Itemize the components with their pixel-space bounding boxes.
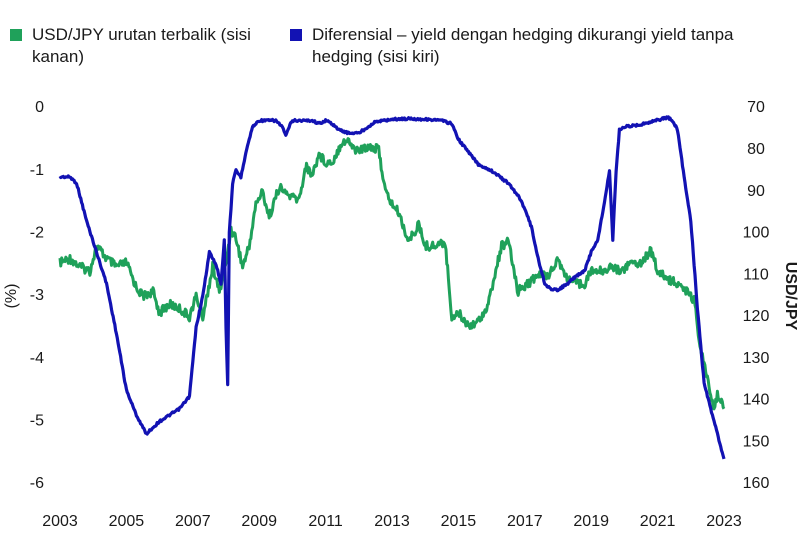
x-tick-label: 2005 <box>109 513 145 530</box>
legend-label-usdjpy: USD/JPY urutan terbalik (sisi kanan) <box>32 25 251 66</box>
right-tick-label: 70 <box>747 99 765 116</box>
left-tick-label: -6 <box>30 475 44 492</box>
x-tick-label: 2009 <box>241 513 277 530</box>
left-tick-label: -5 <box>30 413 44 430</box>
left-tick-label: 0 <box>35 99 44 116</box>
right-axis-ticks: 70 80 90 100 110 120 130 140 150 160 <box>743 99 770 492</box>
right-tick-label: 130 <box>743 350 770 367</box>
x-tick-label: 2011 <box>308 513 343 530</box>
left-tick-label: -4 <box>30 350 44 367</box>
right-tick-label: 120 <box>743 308 770 325</box>
right-tick-label: 160 <box>743 475 770 492</box>
right-tick-label: 110 <box>743 266 769 283</box>
legend-swatch-differential <box>290 29 302 41</box>
left-tick-label: -1 <box>30 162 44 179</box>
left-tick-label: -3 <box>30 287 44 304</box>
right-axis-label: USD/JPY <box>782 262 799 331</box>
legend-item-differential: Diferensial – yield dengan hedging dikur… <box>290 24 750 68</box>
x-tick-label: 2019 <box>573 513 609 530</box>
x-tick-label: 2007 <box>175 513 211 530</box>
series-line-differential <box>58 115 726 460</box>
x-tick-label: 2021 <box>640 513 676 530</box>
series-lines <box>58 115 726 460</box>
x-tick-label: 2003 <box>42 513 78 530</box>
left-axis-ticks: 0 -1 -2 -3 -4 -5 -6 <box>30 99 44 492</box>
right-tick-label: 80 <box>747 141 765 158</box>
right-tick-label: 140 <box>743 392 770 409</box>
series-line-usdjpy <box>58 137 726 411</box>
left-tick-label: -2 <box>30 225 44 242</box>
right-tick-label: 100 <box>743 225 770 242</box>
x-tick-label: 2015 <box>441 513 477 530</box>
x-axis-ticks: 2003 2005 2007 2009 2011 2013 2015 2017 2019 2021… <box>42 513 742 530</box>
x-tick-label: 2017 <box>507 513 543 530</box>
legend-swatch-usdjpy <box>10 29 22 41</box>
right-tick-label: 150 <box>743 433 770 450</box>
legend-label-differential: Diferensial – yield dengan hedging dikur… <box>312 25 734 66</box>
right-tick-label: 90 <box>747 183 765 200</box>
x-tick-label: 2023 <box>706 513 742 530</box>
x-tick-label: 2013 <box>374 513 410 530</box>
left-axis-label: (%) <box>3 284 20 309</box>
legend-item-usdjpy: USD/JPY urutan terbalik (sisi kanan) <box>10 24 260 68</box>
